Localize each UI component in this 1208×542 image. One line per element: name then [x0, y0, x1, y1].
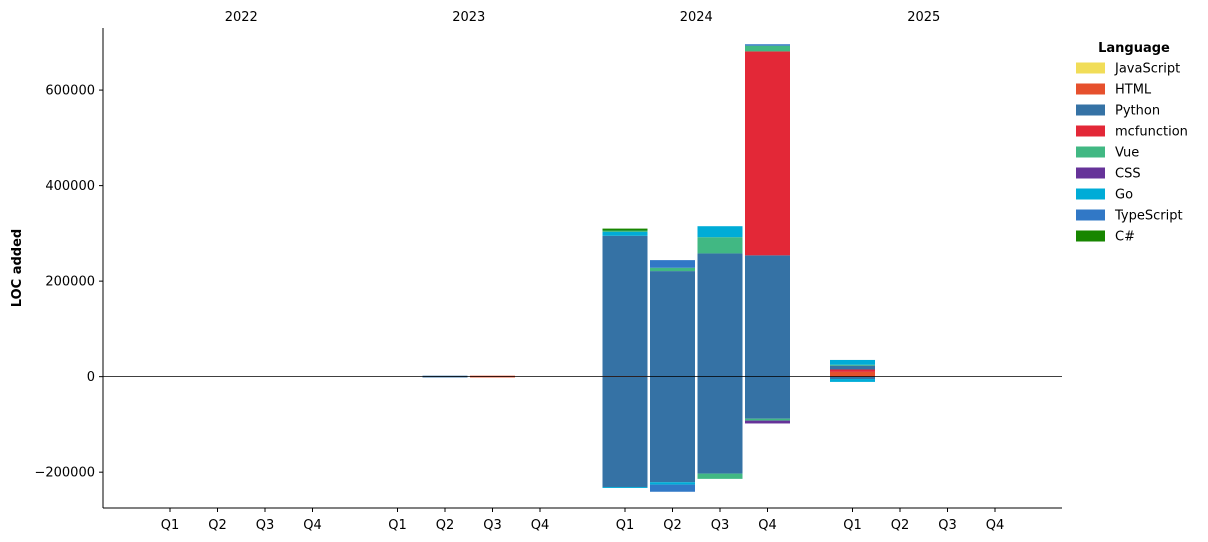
x-tick-label: Q1: [843, 518, 862, 533]
y-tick-label: 0: [87, 370, 95, 385]
bar-segment-added: [697, 237, 743, 254]
bar-segment-removed: [697, 376, 743, 474]
bar-segment-added: [470, 375, 515, 377]
bar-segment-added: [745, 255, 790, 377]
bar-segment-added: [602, 230, 648, 232]
legend-swatch: [1076, 104, 1105, 116]
year-label: 2022: [225, 10, 258, 25]
legend-swatch: [1076, 188, 1105, 200]
legend-label: TypeScript: [1114, 209, 1183, 224]
x-tick-label: Q3: [711, 518, 730, 533]
x-tick-label: Q2: [663, 518, 682, 533]
bar-segment-removed: [650, 484, 695, 492]
legend-label: Vue: [1115, 146, 1139, 161]
bar-segment-added: [745, 44, 790, 46]
bar-segment-added: [602, 228, 648, 231]
legend-label: Python: [1115, 104, 1160, 119]
legend-swatch: [1076, 62, 1105, 74]
legend-swatch: [1076, 167, 1105, 179]
bar-segment-added: [830, 359, 875, 365]
bar-segment-added: [830, 369, 875, 372]
legend-swatch: [1076, 230, 1105, 242]
x-tick-label: Q4: [303, 518, 322, 533]
legend-label: JavaScript: [1114, 62, 1180, 77]
year-label: 2025: [907, 10, 940, 25]
x-tick-label: Q2: [891, 518, 910, 533]
x-tick-label: Q1: [388, 518, 407, 533]
y-tick-label: 200000: [45, 275, 95, 290]
bar-segment-removed: [745, 418, 790, 421]
x-tick-label: Q2: [436, 518, 455, 533]
x-tick-label: Q4: [986, 518, 1005, 533]
x-tick-label: Q3: [483, 518, 502, 533]
bar-segment-removed: [650, 376, 695, 483]
legend-swatch: [1076, 83, 1105, 95]
legend-label: Go: [1115, 188, 1133, 203]
bar-segment-added: [602, 235, 648, 377]
legend-swatch: [1076, 146, 1105, 158]
axes: [102, 28, 1062, 509]
x-ticks: Q1 Q2 Q3 Q4 Q1 Q2 Q3 Q4 Q1 Q2 Q3 Q4 Q1 Q2 Q3 Q4: [161, 508, 1005, 533]
year-label: 2024: [680, 10, 713, 25]
legend-label: CSS: [1115, 167, 1141, 182]
x-tick-label: Q4: [758, 518, 777, 533]
year-label: 2023: [452, 10, 485, 25]
legend-label: mcfunction: [1115, 125, 1188, 140]
legend-label: C#: [1115, 230, 1135, 245]
bar-segment-added: [830, 371, 875, 377]
bar-segment-removed: [602, 486, 648, 488]
x-tick-label: Q4: [531, 518, 550, 533]
bar-segment-added: [650, 260, 695, 268]
y-tick-label: −200000: [34, 466, 95, 481]
y-ticks: −200000 0 200000 400000 600000: [34, 84, 103, 481]
bar-segment-removed: [745, 376, 790, 419]
y-tick-label: 600000: [45, 84, 95, 99]
bar-segment-removed: [602, 376, 648, 487]
bar-segment-added: [830, 365, 875, 370]
bar-segment-added: [830, 364, 875, 366]
legend-items: JavaScript HTML Python mcfunction Vue CSS Go Ty…: [1076, 62, 1188, 245]
bar-segment-added: [422, 375, 468, 377]
bar-segment-removed: [830, 376, 875, 380]
x-tick-label: Q1: [616, 518, 635, 533]
legend: Language JavaScript HTML Python mcfunction V…: [1076, 41, 1188, 245]
legend-swatch: [1076, 125, 1105, 137]
bars: [422, 44, 875, 492]
bar-segment-added: [745, 51, 790, 256]
legend-label: HTML: [1115, 83, 1152, 98]
y-axis-title: LOC added: [10, 229, 25, 307]
bar-segment-added: [697, 226, 743, 238]
bar-segment-removed: [650, 482, 695, 485]
bar-segment-removed: [830, 379, 875, 382]
bar-segment-added: [745, 45, 790, 52]
bar-segment-removed: [745, 420, 790, 424]
y-tick-label: 400000: [45, 179, 95, 194]
bar-segment-added: [697, 253, 743, 377]
bar-segment-removed: [697, 473, 743, 479]
x-tick-label: Q2: [208, 518, 227, 533]
x-tick-label: Q3: [938, 518, 957, 533]
bar-segment-added: [602, 231, 648, 236]
legend-swatch: [1076, 209, 1105, 221]
year-labels: 2022 2023 2024 2025: [225, 10, 941, 25]
legend-title: Language: [1098, 41, 1170, 56]
x-tick-label: Q1: [161, 518, 180, 533]
bar-segment-added: [650, 271, 695, 377]
x-tick-label: Q3: [256, 518, 275, 533]
bar-segment-added: [650, 267, 695, 272]
